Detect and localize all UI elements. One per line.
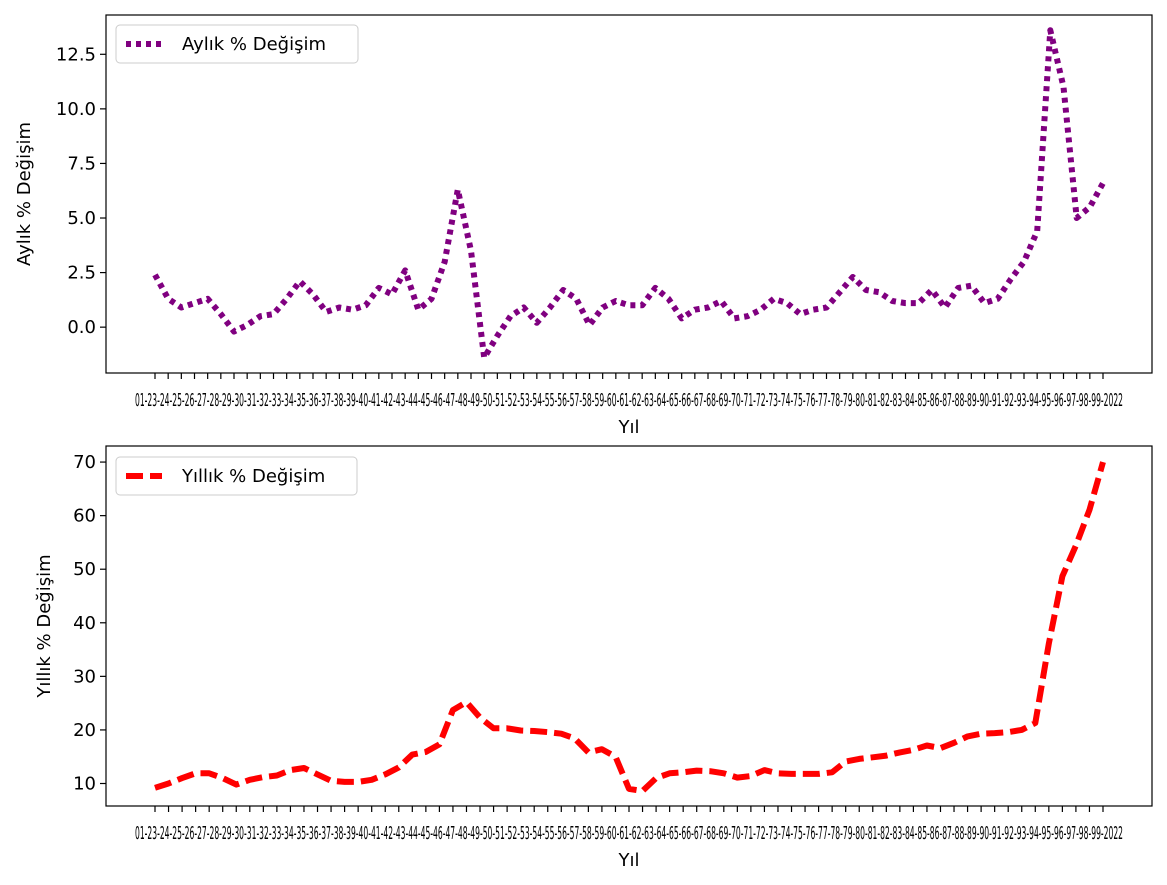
legend-box	[115, 24, 359, 64]
y-tick-label: 2.5	[67, 263, 96, 284]
y-tick-label: 10.0	[56, 99, 96, 120]
plot-frame	[105, 445, 1153, 807]
plot-frame	[105, 14, 1153, 374]
x-tick-labels: 01-23-24-25-26-27-28-29-30-31-32-33-34-3…	[135, 390, 1123, 411]
y-tick-label: 70	[73, 452, 96, 473]
series-line-0	[154, 461, 1106, 794]
y-tick-label: 12.5	[56, 44, 96, 65]
y-tick-label: 7.5	[67, 153, 96, 174]
monthly-change-chart: 0.0 2.5 5.0 7.5 10.0 12.5 01-23-24-25-26-27-28…	[14, 14, 1153, 438]
y-tick-label: 60	[73, 506, 96, 527]
y-tick-label: 40	[73, 613, 96, 634]
legend-label: Yıllık % Değişim	[181, 466, 325, 487]
x-axis-label: Yıl	[618, 417, 640, 438]
x-tick-labels: 01-23-24-25-26-27-28-29-30-31-32-33-34-3…	[135, 823, 1123, 844]
yearly-change-chart: 10 20 30 40 50 60 70 01-23-24-25-26-27-28-29-30…	[34, 445, 1153, 871]
y-tick-label: 0.0	[67, 317, 96, 338]
y-axis-label: Yıllık % Değişim	[34, 554, 55, 698]
y-tick-label: 20	[73, 720, 96, 741]
y-tick-label: 10	[73, 774, 96, 795]
legend-box	[115, 456, 358, 496]
legend: Aylık % Değişim	[115, 24, 359, 64]
y-tick-label: 5.0	[67, 208, 96, 229]
y-axis-label: Aylık % Değişim	[14, 122, 35, 266]
legend-label: Aylık % Değişim	[182, 34, 326, 55]
y-tick-label: 30	[73, 666, 96, 687]
y-tick-label: 50	[73, 559, 96, 580]
x-axis-label: Yıl	[618, 850, 640, 871]
legend: Yıllık % Değişim	[115, 456, 358, 496]
